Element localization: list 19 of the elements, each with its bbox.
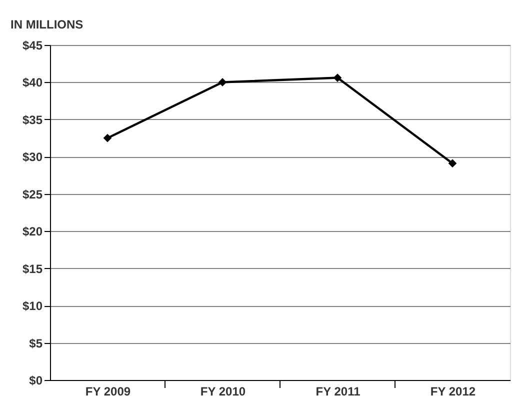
x-tick-label: FY 2011	[316, 384, 361, 398]
y-tick-label: $5	[29, 336, 43, 350]
point	[218, 78, 227, 86]
y-tick-label: $10	[22, 299, 43, 314]
y-tick-label: $25	[22, 187, 43, 202]
x-tick-label: FY 2012	[430, 384, 476, 398]
y-tick-label: $40	[22, 76, 43, 90]
y-tick-label: $15	[22, 262, 43, 276]
y-tick-label: $20	[22, 224, 43, 239]
point	[333, 74, 342, 82]
x-tick-label: FY 2010	[200, 384, 246, 398]
y-tick-label: $30	[22, 150, 43, 164]
y-axis-title: IN MILLIONS	[10, 18, 84, 32]
y-tick-label: $45	[22, 38, 43, 52]
y-tick-label: $0	[29, 374, 43, 388]
x-tick-label: FY 2009	[85, 384, 131, 398]
point	[448, 159, 457, 168]
y-tick-label: $35	[22, 112, 43, 127]
point	[103, 134, 112, 142]
